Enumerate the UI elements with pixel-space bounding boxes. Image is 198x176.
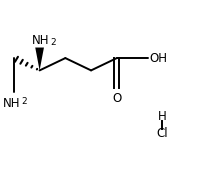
Text: OH: OH: [149, 52, 168, 65]
Text: NH: NH: [32, 34, 49, 47]
Text: 2: 2: [21, 97, 27, 106]
Text: 2: 2: [50, 38, 56, 47]
Text: Cl: Cl: [157, 127, 168, 140]
Text: NH: NH: [3, 97, 21, 110]
Text: O: O: [112, 92, 121, 105]
Polygon shape: [35, 48, 44, 70]
Text: H: H: [158, 110, 167, 123]
